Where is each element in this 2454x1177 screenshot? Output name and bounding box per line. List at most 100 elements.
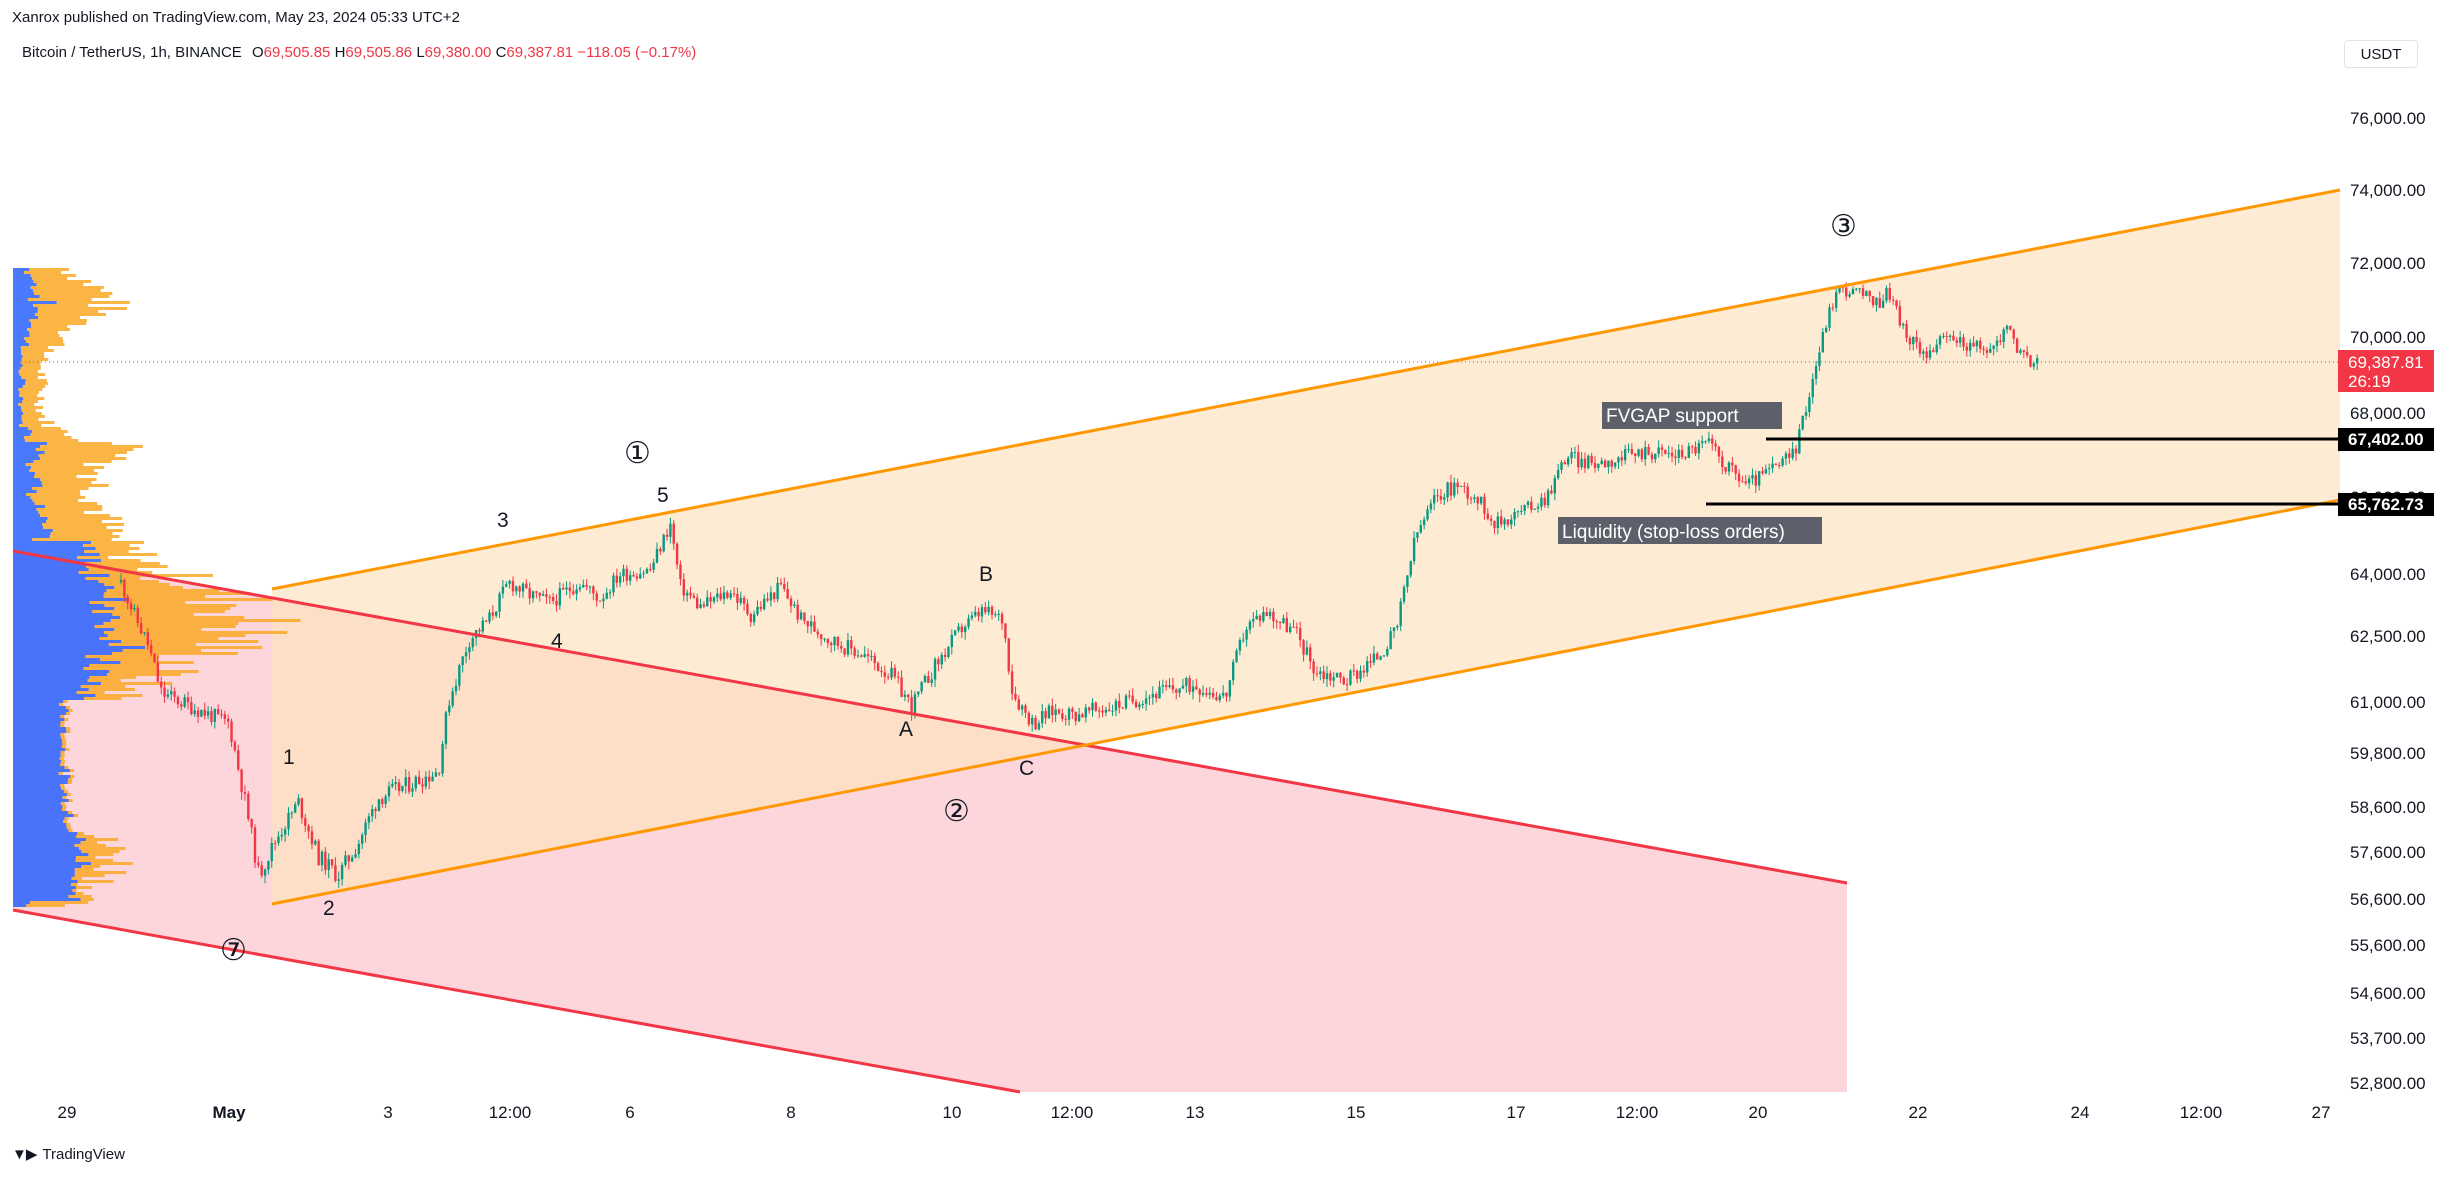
volume-profile-up-bar xyxy=(13,877,72,880)
candle-down xyxy=(2029,355,2032,367)
candle-down xyxy=(421,784,424,787)
fvgap-price-tag xyxy=(2338,428,2434,451)
candle-up xyxy=(1124,695,1128,709)
candle-down xyxy=(1017,699,1020,710)
price-axis-tick: 74,000.00 xyxy=(2350,181,2426,200)
volume-profile-up-bar xyxy=(13,856,77,859)
volume-profile-up-bar xyxy=(13,670,110,673)
volume-profile-down-bar xyxy=(75,886,93,889)
price-axis-tick: 54,600.00 xyxy=(2350,984,2426,1003)
candle-up xyxy=(1366,661,1369,673)
volume-profile-down-bar xyxy=(59,757,64,760)
candle-down xyxy=(786,589,789,599)
volume-profile-down-bar xyxy=(29,331,58,334)
candle-up xyxy=(1433,495,1436,504)
candle-down xyxy=(595,593,598,601)
wave-label-2: 2 xyxy=(323,897,335,920)
candle-up xyxy=(1091,702,1094,711)
candle-up xyxy=(206,711,210,716)
volume-profile-up-bar xyxy=(13,532,51,535)
candle-up xyxy=(371,809,374,817)
volume-profile-down-bar xyxy=(87,679,121,682)
candle-up xyxy=(1751,475,1754,479)
candle-down xyxy=(1302,640,1305,655)
candle-up xyxy=(1228,680,1232,697)
candle-up xyxy=(662,534,665,552)
volume-profile-down-bar xyxy=(110,619,301,622)
volume-profile-up-bar xyxy=(13,823,67,826)
candle-up xyxy=(645,568,649,574)
candle-down xyxy=(806,621,809,627)
currency-selector[interactable]: USDT xyxy=(2344,40,2418,68)
candle-up xyxy=(655,548,659,563)
volume-profile-up-bar xyxy=(13,370,19,373)
candle-up xyxy=(1218,695,1221,701)
tradingview-footer[interactable]: ▼▶ TradingView xyxy=(12,1145,125,1164)
volume-profile-down-bar xyxy=(21,349,54,352)
volume-profile-down-bar xyxy=(74,871,127,874)
candle-down xyxy=(1650,454,1654,460)
volume-profile-down-bar xyxy=(20,346,49,349)
volume-profile-up-bar xyxy=(13,631,104,634)
volume-profile-down-bar xyxy=(46,520,103,523)
candle-down xyxy=(216,709,220,715)
volume-profile-up-bar xyxy=(13,526,43,529)
volume-profile-down-bar xyxy=(40,514,110,517)
volume-profile-down-bar xyxy=(109,670,199,673)
symbol-name[interactable]: Bitcoin / TetherUS, 1h, BINANCE xyxy=(22,44,242,61)
close-label: C xyxy=(495,44,507,61)
volume-profile-down-bar xyxy=(49,535,120,538)
volume-profile-down-bar xyxy=(33,460,112,463)
candles xyxy=(119,282,2039,888)
candle-down xyxy=(1674,456,1677,458)
candle-down xyxy=(1205,693,1208,695)
candle-down xyxy=(813,621,816,632)
volume-profile-up-bar xyxy=(13,790,65,793)
volume-profile-down-bar xyxy=(28,427,61,430)
candle-up xyxy=(1851,288,1855,295)
symbol-legend[interactable]: Bitcoin / TetherUS, 1h, BINANCE O69,505.… xyxy=(22,44,696,61)
candle-up xyxy=(1875,298,1878,306)
candle-up xyxy=(1232,661,1235,681)
candle-up xyxy=(431,776,434,782)
candle-down xyxy=(233,741,237,751)
volume-profile-up-bar xyxy=(13,826,67,829)
time-axis[interactable]: 29 May 3 12:00 6 8 10 12:00 13 15 17 12:00 20 22 24 12:… xyxy=(58,1103,2331,1122)
candle-up xyxy=(1533,508,1536,510)
candle-down xyxy=(173,691,176,697)
candle-up xyxy=(1161,685,1165,687)
candle-up xyxy=(340,864,344,880)
volume-profile-down-bar xyxy=(29,901,89,904)
candle-up xyxy=(1989,348,1992,353)
price-axis[interactable]: 76,000.00 74,000.00 72,000.00 70,000.00 68,0… xyxy=(2350,109,2426,1093)
volume-profile-down-bar xyxy=(80,685,126,688)
candle-up xyxy=(471,638,474,648)
volume-profile-up-bar xyxy=(13,595,104,598)
candle-down xyxy=(330,859,334,866)
candle-down xyxy=(1463,485,1466,487)
volume-profile-up-bar xyxy=(13,274,31,277)
candle-down xyxy=(407,777,411,792)
candle-up xyxy=(1958,337,1962,343)
volume-profile-down-bar xyxy=(60,724,65,727)
candle-down xyxy=(789,598,793,606)
candle-down xyxy=(886,676,890,678)
candle-down xyxy=(910,697,913,714)
volume-profile-up-bar xyxy=(13,748,66,751)
volume-profile-up-bar xyxy=(13,802,61,805)
volume-profile-up-bar xyxy=(13,337,25,340)
candle-up xyxy=(1824,327,1828,333)
candle-down xyxy=(149,645,153,654)
volume-profile-down-bar xyxy=(29,334,60,337)
volume-profile-up-bar xyxy=(13,487,33,490)
candle-up xyxy=(582,584,585,588)
volume-profile-down-bar xyxy=(29,319,87,322)
volume-profile-down-bar xyxy=(75,892,84,895)
volume-profile-up-bar xyxy=(13,355,23,358)
volume-profile-up-bar xyxy=(13,853,89,856)
volume-profile-down-bar xyxy=(32,499,79,502)
candle-up xyxy=(1473,497,1476,499)
candle-down xyxy=(1640,449,1644,460)
candle-up xyxy=(947,646,950,657)
